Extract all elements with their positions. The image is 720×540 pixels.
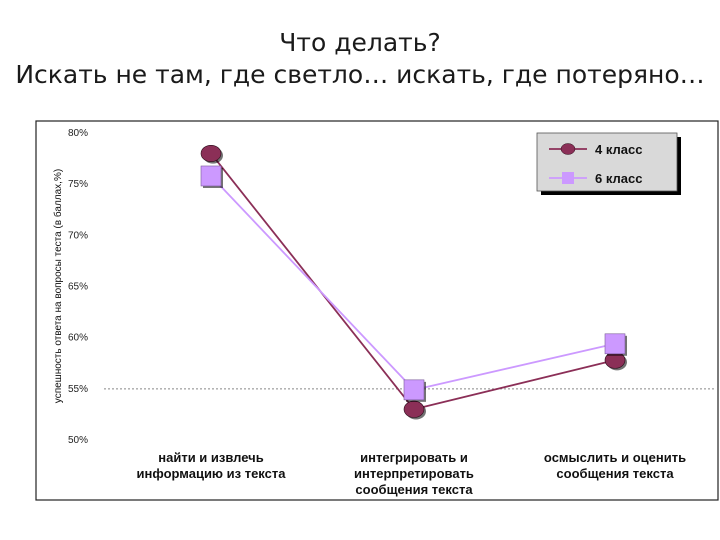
marker-square bbox=[604, 333, 626, 355]
data-point bbox=[604, 333, 627, 356]
legend-marker-circle bbox=[560, 143, 576, 155]
series-markers bbox=[200, 144, 627, 420]
category-label-line: интегрировать и bbox=[360, 450, 468, 465]
category-label-line: сообщения текста bbox=[556, 466, 674, 481]
category-label-line: найти и извлечь bbox=[158, 450, 263, 465]
y-tick-label: 50% bbox=[68, 435, 88, 446]
marker-circle bbox=[200, 144, 222, 162]
category-label-line: информацию из текста bbox=[137, 466, 287, 481]
category-label: интегрировать иинтерпретироватьсообщения… bbox=[354, 450, 474, 497]
y-tick-label: 65% bbox=[68, 282, 88, 293]
marker-square bbox=[403, 379, 425, 401]
data-point bbox=[604, 351, 627, 371]
chart-frame bbox=[35, 120, 719, 501]
data-point bbox=[200, 144, 223, 164]
marker-circle bbox=[403, 400, 425, 418]
y-tick-label: 55% bbox=[68, 384, 88, 395]
legend-label: 4 класс bbox=[595, 142, 642, 157]
y-tick-label: 60% bbox=[68, 333, 88, 344]
category-label-line: осмыслить и оценить bbox=[544, 450, 686, 465]
y-tick-label: 75% bbox=[68, 179, 88, 190]
series-line bbox=[210, 175, 616, 391]
legend: 4 класс 6 класс bbox=[536, 132, 681, 195]
legend-marker-square bbox=[562, 172, 574, 184]
y-tick-label: 70% bbox=[68, 230, 88, 241]
legend-item: 4 класс bbox=[549, 142, 642, 157]
legend-box bbox=[536, 132, 678, 192]
legend-items: 4 класс 6 класс bbox=[549, 142, 642, 186]
y-axis-title: успешность ответа на вопросы теста (в ба… bbox=[52, 169, 64, 403]
category-label-line: сообщения текста bbox=[355, 482, 473, 497]
y-tick-label: 80% bbox=[68, 128, 88, 139]
data-point bbox=[403, 400, 426, 420]
slide-title-line-2: Искать не там, где светло… искать, где п… bbox=[15, 60, 705, 89]
legend-label: 6 класс bbox=[595, 171, 642, 186]
category-label-line: интерпретировать bbox=[354, 466, 474, 481]
slide-title-line-1: Что делать? bbox=[279, 28, 441, 57]
marker-square bbox=[200, 165, 222, 187]
legend-item: 6 класс bbox=[549, 171, 642, 186]
data-point bbox=[403, 379, 426, 402]
data-point bbox=[200, 165, 223, 188]
y-tick-labels: 50% 55% 60% 65% 70% 75% 80% bbox=[68, 128, 88, 446]
